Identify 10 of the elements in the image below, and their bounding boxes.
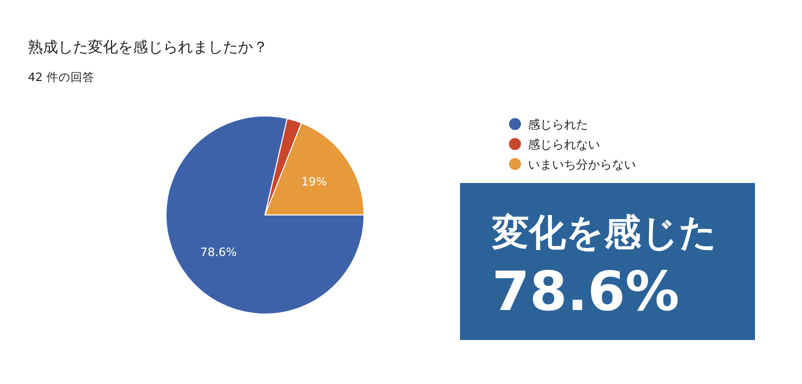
text: 42 件の回答 <box>28 70 94 84</box>
text: 78.6% <box>492 260 680 323</box>
text: 変化を感じた <box>491 211 717 254</box>
data-label: 19% <box>301 174 327 189</box>
legend-label: 感じられた <box>528 118 588 132</box>
legend-label: 感じられない <box>528 138 600 152</box>
pie-slice <box>166 116 364 314</box>
data-label: 78.6% <box>200 244 237 259</box>
legend-label: いまいち分からない <box>528 158 636 172</box>
chart-title: 熟成した変化を感じられましたか？ <box>28 38 268 56</box>
